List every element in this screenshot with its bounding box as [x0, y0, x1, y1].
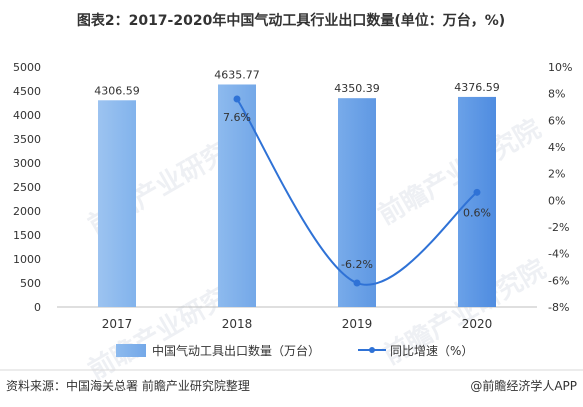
y-left-tick-label: 4500 — [13, 85, 41, 98]
x-axis: 2017 2018 2019 2020 — [102, 317, 493, 331]
bar — [338, 98, 376, 308]
growth-points — [233, 95, 481, 287]
line-point — [473, 188, 481, 196]
y-left-tick-label: 2000 — [13, 205, 41, 218]
bar-value-label: 4376.59 — [454, 81, 500, 94]
y-left-tick-label: 1000 — [13, 253, 41, 266]
bar-data-labels: 4306.59 4635.77 4350.39 4376.59 — [94, 68, 500, 97]
legend-line-label: 同比增速（%） — [390, 344, 473, 358]
line-point — [353, 279, 361, 287]
legend-line-marker — [369, 347, 375, 353]
x-tick-label: 2020 — [462, 317, 493, 331]
y-right-tick-label: 10% — [548, 61, 572, 74]
line-value-label: 0.6% — [463, 206, 491, 219]
y-left-tick-label: 5000 — [13, 61, 41, 74]
y-right-tick-label: -2% — [548, 221, 569, 234]
x-tick-label: 2019 — [342, 317, 373, 331]
y-axis-right: -8% -6% -4% -2% 0% 2% 4% 6% 8% 10% — [548, 61, 572, 314]
y-left-tick-label: 2500 — [13, 181, 41, 194]
y-right-tick-label: 2% — [548, 168, 565, 181]
y-right-tick-label: -8% — [548, 301, 569, 314]
y-left-tick-label: 4000 — [13, 109, 41, 122]
y-left-tick-label: 3500 — [13, 133, 41, 146]
bar-value-label: 4350.39 — [334, 82, 380, 95]
bar-value-label: 4306.59 — [94, 84, 140, 97]
line-value-label: -6.2% — [341, 258, 373, 271]
line-point — [233, 95, 241, 103]
legend: 中国气动工具出口数量（万台） 同比增速（%） — [116, 343, 473, 358]
chart-title: 图表2：2017-2020年中国气动工具行业出口数量(单位：万台，%) — [77, 12, 505, 29]
line-value-label: 7.6% — [223, 111, 251, 124]
legend-bar-swatch — [116, 344, 146, 357]
legend-bar-label: 中国气动工具出口数量（万台） — [152, 343, 320, 358]
growth-data-labels: 7.6% -6.2% 0.6% — [223, 111, 491, 271]
y-right-tick-label: 0% — [548, 194, 565, 207]
y-right-tick-label: 6% — [548, 114, 565, 127]
y-left-tick-label: 500 — [20, 277, 41, 290]
footer-brand: @前瞻经济学人APP — [470, 378, 577, 393]
x-tick-label: 2017 — [102, 317, 133, 331]
x-tick-label: 2018 — [222, 317, 253, 331]
bar-value-label: 4635.77 — [214, 68, 260, 81]
y-axis-left: 0 500 1000 1500 2000 2500 3000 3500 4000 4500 5000 — [13, 61, 41, 314]
y-left-tick-label: 1500 — [13, 229, 41, 242]
footer-source: 资料来源：中国海关总署 前瞻产业研究院整理 — [6, 378, 250, 393]
y-right-tick-label: -4% — [548, 248, 569, 261]
y-right-tick-label: 4% — [548, 141, 565, 154]
bar — [458, 96, 496, 308]
y-left-tick-label: 3000 — [13, 157, 41, 170]
y-right-tick-label: -6% — [548, 274, 569, 287]
y-right-tick-label: 8% — [548, 88, 565, 101]
y-left-tick-label: 0 — [34, 301, 41, 314]
bar — [98, 100, 136, 307]
